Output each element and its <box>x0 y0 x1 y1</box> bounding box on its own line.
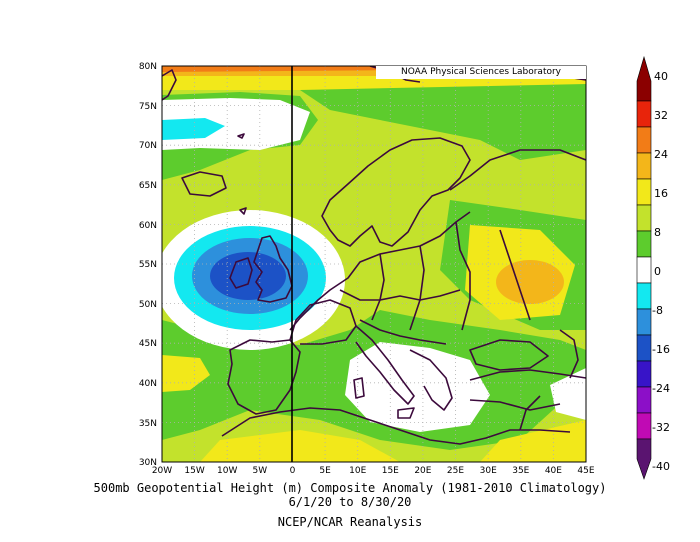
colorbar-label: -32 <box>652 421 670 434</box>
colorbar-label: 32 <box>654 109 668 122</box>
colorbar-label: 16 <box>654 187 668 200</box>
lon-label: 0 <box>290 466 296 476</box>
colorbar-label: 40 <box>654 70 668 83</box>
colorbar-swatch <box>636 55 652 102</box>
colorbar-label: 0 <box>654 265 661 278</box>
anomaly-top-band-orange <box>162 66 586 76</box>
colorbar-swatch <box>636 204 652 232</box>
colorbar-label: -40 <box>652 460 670 473</box>
colorbar <box>636 55 652 480</box>
lat-label: 35N <box>139 419 157 429</box>
caption-title: 500mb Geopotential Height (m) Composite … <box>93 481 607 495</box>
colorbar-swatch <box>636 360 652 388</box>
anomaly-green-central <box>300 84 586 160</box>
lat-label: 55N <box>139 260 157 270</box>
lon-label: 40E <box>545 466 562 476</box>
longitude-axis: 20W 15W 10W 5W 0 5E 10E 15E 20E 25E 30E … <box>152 466 595 476</box>
lat-label: 70N <box>139 141 157 151</box>
colorbar-swatch <box>636 282 652 310</box>
colorbar-swatch <box>636 334 652 362</box>
caption-source: NCEP/NCAR Reanalysis <box>277 515 423 529</box>
attribution-label: NOAA Physical Sciences Laboratory <box>376 66 586 79</box>
lon-label: 20W <box>152 466 172 476</box>
map-plot-area <box>162 66 586 462</box>
lon-label: 10E <box>349 466 366 476</box>
colorbar-swatch <box>636 178 652 206</box>
colorbar-swatch <box>636 386 652 414</box>
lat-label: 60N <box>139 221 157 231</box>
colorbar-swatch <box>636 230 652 258</box>
colorbar-swatch <box>636 126 652 154</box>
anomaly-cyan-north <box>162 118 225 140</box>
colorbar-swatch <box>636 308 652 336</box>
colorbar-label: -24 <box>652 382 670 395</box>
anomaly-white-east <box>550 368 586 420</box>
colorbar-swatch <box>636 438 652 480</box>
lat-label: 30N <box>139 458 157 468</box>
anomaly-yellow-south <box>200 430 400 462</box>
lon-label: 5E <box>319 466 331 476</box>
lon-label: 5W <box>252 466 267 476</box>
lon-label: 35E <box>512 466 529 476</box>
map-frame <box>161 65 587 463</box>
colorbar-label: -8 <box>652 304 663 317</box>
colorbar-label: 8 <box>654 226 661 239</box>
lat-label: 75N <box>139 102 157 112</box>
lon-label: 15W <box>184 466 204 476</box>
colorbar-swatch <box>636 412 652 440</box>
colorbar-swatch <box>636 152 652 180</box>
lon-label: 30E <box>480 466 497 476</box>
lon-label: 20E <box>414 466 431 476</box>
caption-dates: 6/1/20 to 8/30/20 <box>288 495 412 509</box>
lat-label: 50N <box>139 300 157 310</box>
lon-label: 25E <box>447 466 464 476</box>
colorbar-label: 24 <box>654 148 668 161</box>
colorbar-swatch <box>636 100 652 128</box>
colorbar-swatch <box>636 256 652 284</box>
lat-label: 80N <box>139 62 157 72</box>
lat-label: 65N <box>139 181 157 191</box>
colorbar-label: -16 <box>652 343 670 356</box>
lon-label: 45E <box>577 466 594 476</box>
lat-label: 45N <box>139 339 157 349</box>
anomaly-white-mediterranean <box>345 342 490 432</box>
colorbar-labels: 40 32 24 16 8 0 -8 -16 -24 -32 -40 <box>652 70 670 473</box>
lon-label: 15E <box>382 466 399 476</box>
lon-label: 10W <box>217 466 237 476</box>
lat-label: 40N <box>139 379 157 389</box>
coastlines <box>162 66 586 445</box>
latitude-axis: 80N 75N 70N 65N 60N 55N 50N 45N 40N 35N … <box>139 62 157 468</box>
